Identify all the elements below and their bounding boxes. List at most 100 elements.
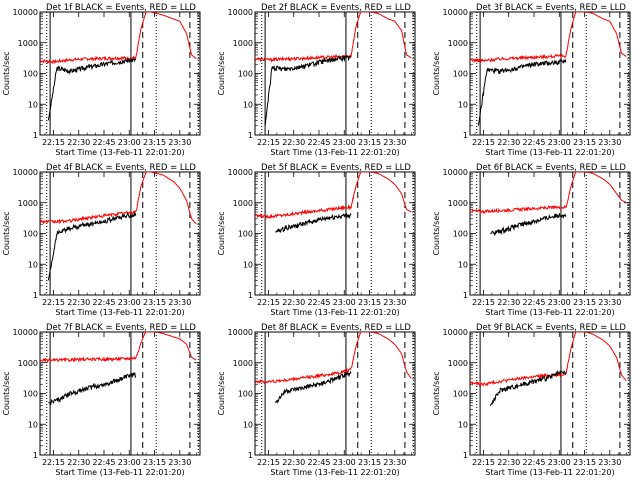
panel-title: Det 4f BLACK = Events, RED = LLD	[46, 163, 196, 173]
x-tick-label: 23:30	[168, 138, 191, 147]
x-tick-label: 22:45	[307, 298, 330, 307]
plot-data	[40, 172, 197, 281]
plot-data	[255, 12, 412, 126]
lld-series-line	[255, 332, 412, 385]
y-axis-label: Counts/sec	[217, 211, 226, 255]
plot-data	[40, 12, 197, 121]
panel-title: Det 6f BLACK = Events, RED = LLD	[476, 163, 626, 173]
x-axis-label: Start Time (13-Feb-11 22:01:20)	[485, 148, 614, 157]
panel-title: Det 5f BLACK = Events, RED = LLD	[261, 163, 411, 173]
x-tick-label: 22:45	[522, 458, 545, 467]
plot-frame	[39, 171, 201, 296]
x-axis-label: Start Time (13-Feb-11 22:01:20)	[270, 308, 399, 317]
y-tick-label: 1000	[18, 39, 38, 48]
y-tick-label: 1000	[18, 359, 38, 368]
x-tick-label: 22:30	[497, 458, 520, 467]
plot-data	[40, 332, 197, 406]
lld-series-line	[255, 172, 412, 220]
x-tick-label: 23:30	[383, 458, 406, 467]
y-tick-label: 1000	[233, 39, 253, 48]
x-tick-label: 23:00	[118, 458, 141, 467]
lld-series-line	[40, 332, 197, 364]
x-tick-label: 22:30	[67, 298, 90, 307]
x-tick-label: 23:15	[143, 138, 166, 147]
x-tick-label: 22:30	[67, 458, 90, 467]
y-axis-label: Counts/sec	[2, 371, 11, 415]
panel-4: Det 4f BLACK = Events, RED = LLD 1 10 100 10…	[2, 163, 201, 317]
x-tick-label: 23:00	[118, 138, 141, 147]
events-series-line	[48, 372, 137, 406]
plot-frame	[254, 171, 416, 296]
panel-title: Det 3f BLACK = Events, RED = LLD	[476, 3, 626, 13]
plot-frame	[39, 11, 201, 136]
x-tick-label: 23:30	[598, 458, 621, 467]
x-tick-label: 22:30	[282, 138, 305, 147]
y-tick-label: 10	[458, 260, 468, 269]
x-tick-label: 22:45	[92, 138, 115, 147]
x-tick-label: 22:45	[522, 138, 545, 147]
y-axis-label: Counts/sec	[432, 371, 441, 415]
events-series-line	[47, 57, 137, 121]
y-tick-label: 10	[28, 100, 38, 109]
lld-series-line	[40, 172, 197, 225]
x-tick-label: 23:00	[333, 298, 356, 307]
y-tick-label: 10000	[443, 328, 468, 337]
y-tick-label: 100	[23, 230, 38, 239]
x-tick-label: 23:00	[548, 298, 571, 307]
x-tick-label: 22:15	[257, 458, 280, 467]
x-axis-label: Start Time (13-Feb-11 22:01:20)	[55, 468, 184, 477]
panel-3: Det 3f BLACK = Events, RED = LLD 1 10 100 10…	[432, 3, 631, 157]
panel-2: Det 2f BLACK = Events, RED = LLD 1 10 100 10…	[217, 3, 416, 157]
panel-9: Det 9f BLACK = Events, RED = LLD 1 10 100 10…	[432, 323, 631, 477]
x-tick-label: 22:30	[67, 138, 90, 147]
y-tick-label: 10	[243, 260, 253, 269]
y-axis-label: Counts/sec	[217, 51, 226, 95]
x-tick-label: 23:30	[598, 138, 621, 147]
panel-title: Det 1f BLACK = Events, RED = LLD	[46, 3, 196, 13]
x-tick-label: 23:15	[573, 458, 596, 467]
plot-frame	[39, 331, 201, 456]
y-tick-label: 100	[238, 230, 253, 239]
events-series-line	[275, 212, 352, 234]
events-series-line	[490, 213, 567, 237]
plot-data	[255, 172, 412, 234]
events-series-line	[489, 369, 567, 406]
x-tick-label: 22:45	[522, 298, 545, 307]
y-tick-label: 10000	[13, 328, 38, 337]
x-tick-label: 23:30	[383, 298, 406, 307]
panel-1: Det 1f BLACK = Events, RED = LLD 1 10 100 10…	[2, 3, 201, 157]
events-series-line	[264, 55, 352, 126]
plot-frame	[254, 11, 416, 136]
x-axis-label: Start Time (13-Feb-11 22:01:20)	[270, 148, 399, 157]
lld-series-line	[470, 12, 627, 64]
y-tick-label: 10	[243, 100, 253, 109]
x-tick-label: 23:15	[143, 458, 166, 467]
y-tick-label: 1	[463, 131, 468, 140]
x-tick-label: 22:30	[497, 138, 520, 147]
plot-data	[470, 172, 627, 237]
y-tick-label: 1	[248, 451, 253, 460]
x-tick-label: 22:30	[282, 298, 305, 307]
y-tick-label: 1	[463, 291, 468, 300]
y-tick-label: 1000	[448, 199, 468, 208]
panel-title: Det 8f BLACK = Events, RED = LLD	[261, 323, 411, 333]
x-tick-label: 23:00	[333, 138, 356, 147]
y-tick-label: 10000	[443, 8, 468, 17]
plot-frame	[254, 331, 416, 456]
y-tick-label: 10	[243, 420, 253, 429]
y-tick-label: 1000	[448, 359, 468, 368]
y-tick-label: 1	[33, 291, 38, 300]
panel-8: Det 8f BLACK = Events, RED = LLD 1 10 100 10…	[217, 323, 416, 477]
y-tick-label: 1	[33, 131, 38, 140]
x-axis-label: Start Time (13-Feb-11 22:01:20)	[55, 308, 184, 317]
x-tick-label: 22:15	[472, 458, 495, 467]
x-tick-label: 22:45	[307, 458, 330, 467]
events-series-line	[47, 211, 137, 281]
plot-data	[470, 332, 627, 406]
y-tick-label: 100	[453, 230, 468, 239]
y-tick-label: 1000	[448, 39, 468, 48]
y-tick-label: 100	[453, 390, 468, 399]
x-tick-label: 22:45	[92, 458, 115, 467]
y-tick-label: 1000	[233, 359, 253, 368]
